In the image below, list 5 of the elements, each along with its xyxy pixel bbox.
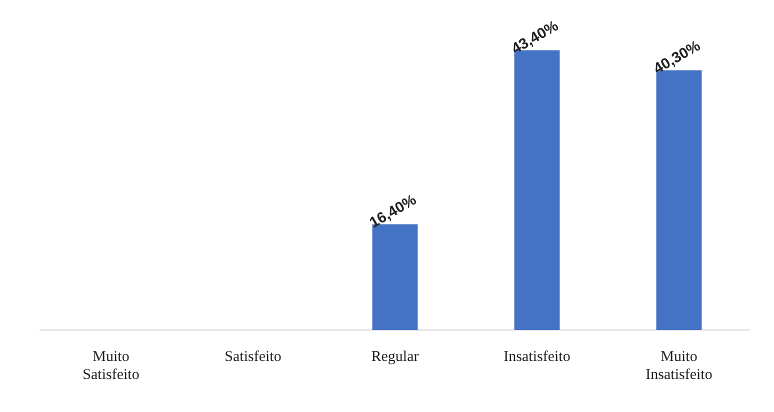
x-tick-label: Muito Satisfeito — [82, 348, 140, 383]
x-tick-label: Insatisfeito — [504, 348, 570, 365]
x-tick-label: Muito Insatisfeito — [646, 348, 712, 383]
x-tick-label: Satisfeito — [224, 348, 282, 365]
x-tick-label: Regular — [371, 348, 419, 365]
